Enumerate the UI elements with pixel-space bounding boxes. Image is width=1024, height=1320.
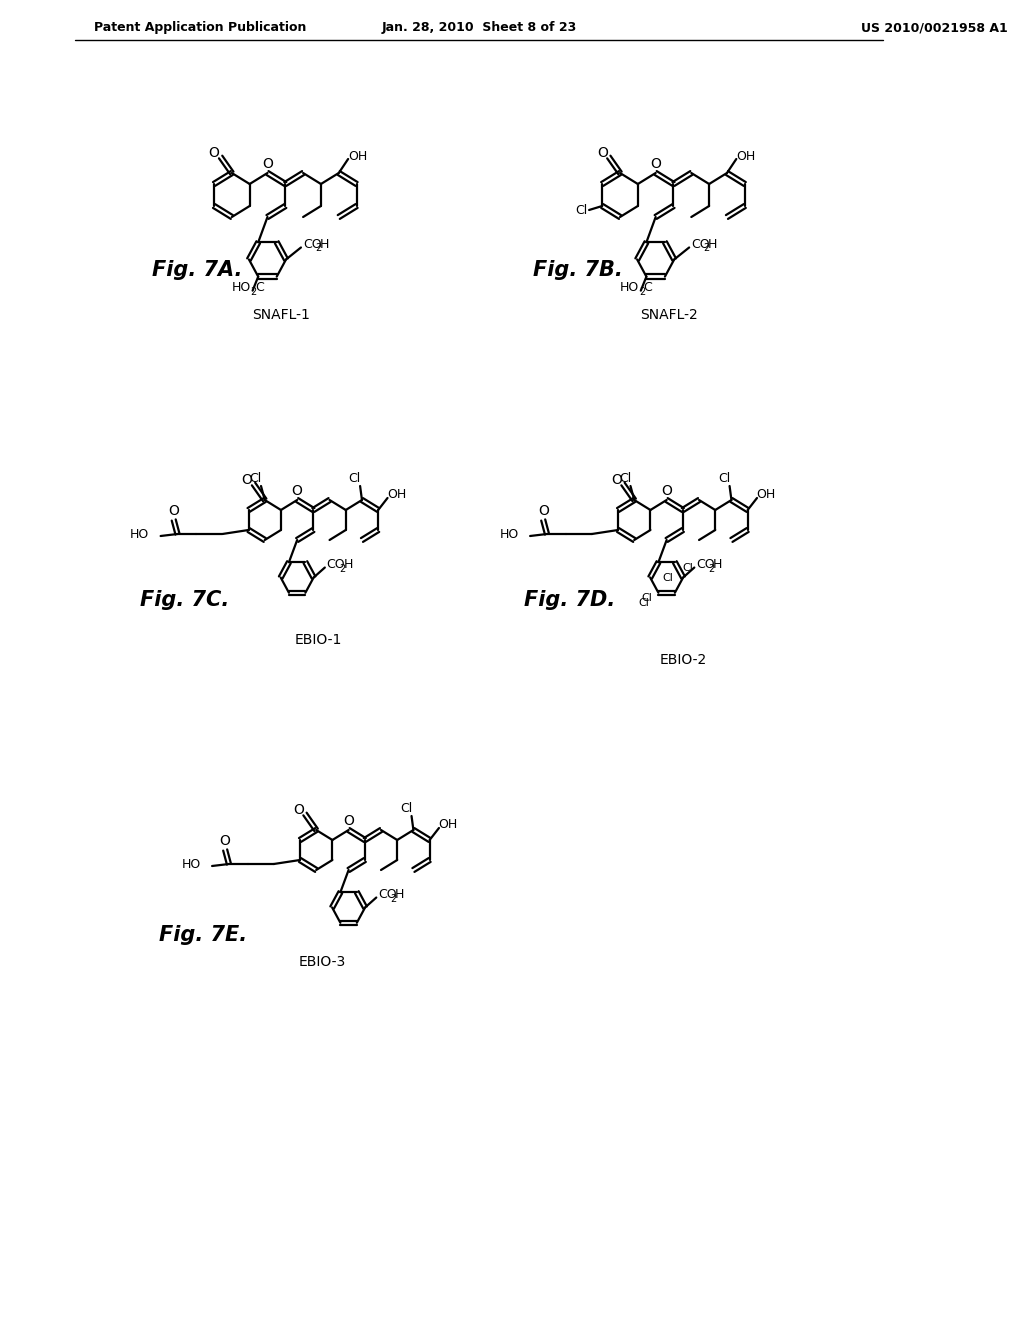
Text: US 2010/0021958 A1: US 2010/0021958 A1 <box>860 21 1008 34</box>
Text: OH: OH <box>438 817 458 830</box>
Text: OH: OH <box>736 150 756 164</box>
Text: O: O <box>597 147 607 160</box>
Text: EBIO-1: EBIO-1 <box>294 634 342 647</box>
Text: O: O <box>611 473 622 487</box>
Text: 2: 2 <box>339 564 345 573</box>
Text: Cl: Cl <box>641 593 652 602</box>
Text: H: H <box>708 238 717 251</box>
Text: 2: 2 <box>315 243 322 253</box>
Text: HO: HO <box>130 528 150 540</box>
Text: CO: CO <box>303 238 322 251</box>
Text: HO: HO <box>231 281 251 294</box>
Text: CO: CO <box>691 238 710 251</box>
Text: 2: 2 <box>709 564 715 573</box>
Text: SNAFL-2: SNAFL-2 <box>640 308 697 322</box>
Text: H: H <box>713 558 722 572</box>
Text: H: H <box>344 558 353 572</box>
Text: O: O <box>343 814 354 828</box>
Text: H: H <box>395 888 404 902</box>
Text: C: C <box>255 281 264 294</box>
Text: O: O <box>220 834 230 847</box>
Text: Cl: Cl <box>575 205 588 218</box>
Text: Cl: Cl <box>348 471 360 484</box>
Text: OH: OH <box>387 487 407 500</box>
Text: EBIO-2: EBIO-2 <box>659 653 707 667</box>
Text: Cl: Cl <box>718 471 730 484</box>
Text: Fig. 7C.: Fig. 7C. <box>140 590 229 610</box>
Text: OH: OH <box>348 150 367 164</box>
Text: O: O <box>168 504 179 517</box>
Text: 2: 2 <box>390 894 396 903</box>
Text: HO: HO <box>500 528 519 540</box>
Text: SNAFL-1: SNAFL-1 <box>252 308 309 322</box>
Text: O: O <box>209 147 219 160</box>
Text: 2: 2 <box>703 243 710 253</box>
Text: Cl: Cl <box>638 598 649 607</box>
Text: OH: OH <box>757 487 776 500</box>
Text: Cl: Cl <box>683 564 693 573</box>
Text: EBIO-3: EBIO-3 <box>299 954 346 969</box>
Text: Fig. 7E.: Fig. 7E. <box>159 925 247 945</box>
Text: O: O <box>242 473 253 487</box>
Text: Cl: Cl <box>618 471 631 484</box>
Text: O: O <box>662 484 672 498</box>
Text: CO: CO <box>378 888 396 902</box>
Text: O: O <box>650 157 662 172</box>
Text: HO: HO <box>620 281 639 294</box>
Text: Fig. 7A.: Fig. 7A. <box>152 260 242 280</box>
Text: Cl: Cl <box>249 471 261 484</box>
Text: C: C <box>644 281 652 294</box>
Text: Cl: Cl <box>663 573 673 583</box>
Text: O: O <box>292 484 303 498</box>
Text: 2: 2 <box>639 286 645 297</box>
Text: CO: CO <box>327 558 345 572</box>
Text: H: H <box>319 238 329 251</box>
Text: Cl: Cl <box>399 801 412 814</box>
Text: Fig. 7B.: Fig. 7B. <box>534 260 623 280</box>
Text: 2: 2 <box>251 286 257 297</box>
Text: O: O <box>538 504 549 517</box>
Text: O: O <box>293 803 304 817</box>
Text: Patent Application Publication: Patent Application Publication <box>93 21 306 34</box>
Text: Fig. 7D.: Fig. 7D. <box>524 590 615 610</box>
Text: Jan. 28, 2010  Sheet 8 of 23: Jan. 28, 2010 Sheet 8 of 23 <box>381 21 577 34</box>
Text: O: O <box>262 157 273 172</box>
Text: CO: CO <box>696 558 715 572</box>
Text: HO: HO <box>181 858 201 870</box>
